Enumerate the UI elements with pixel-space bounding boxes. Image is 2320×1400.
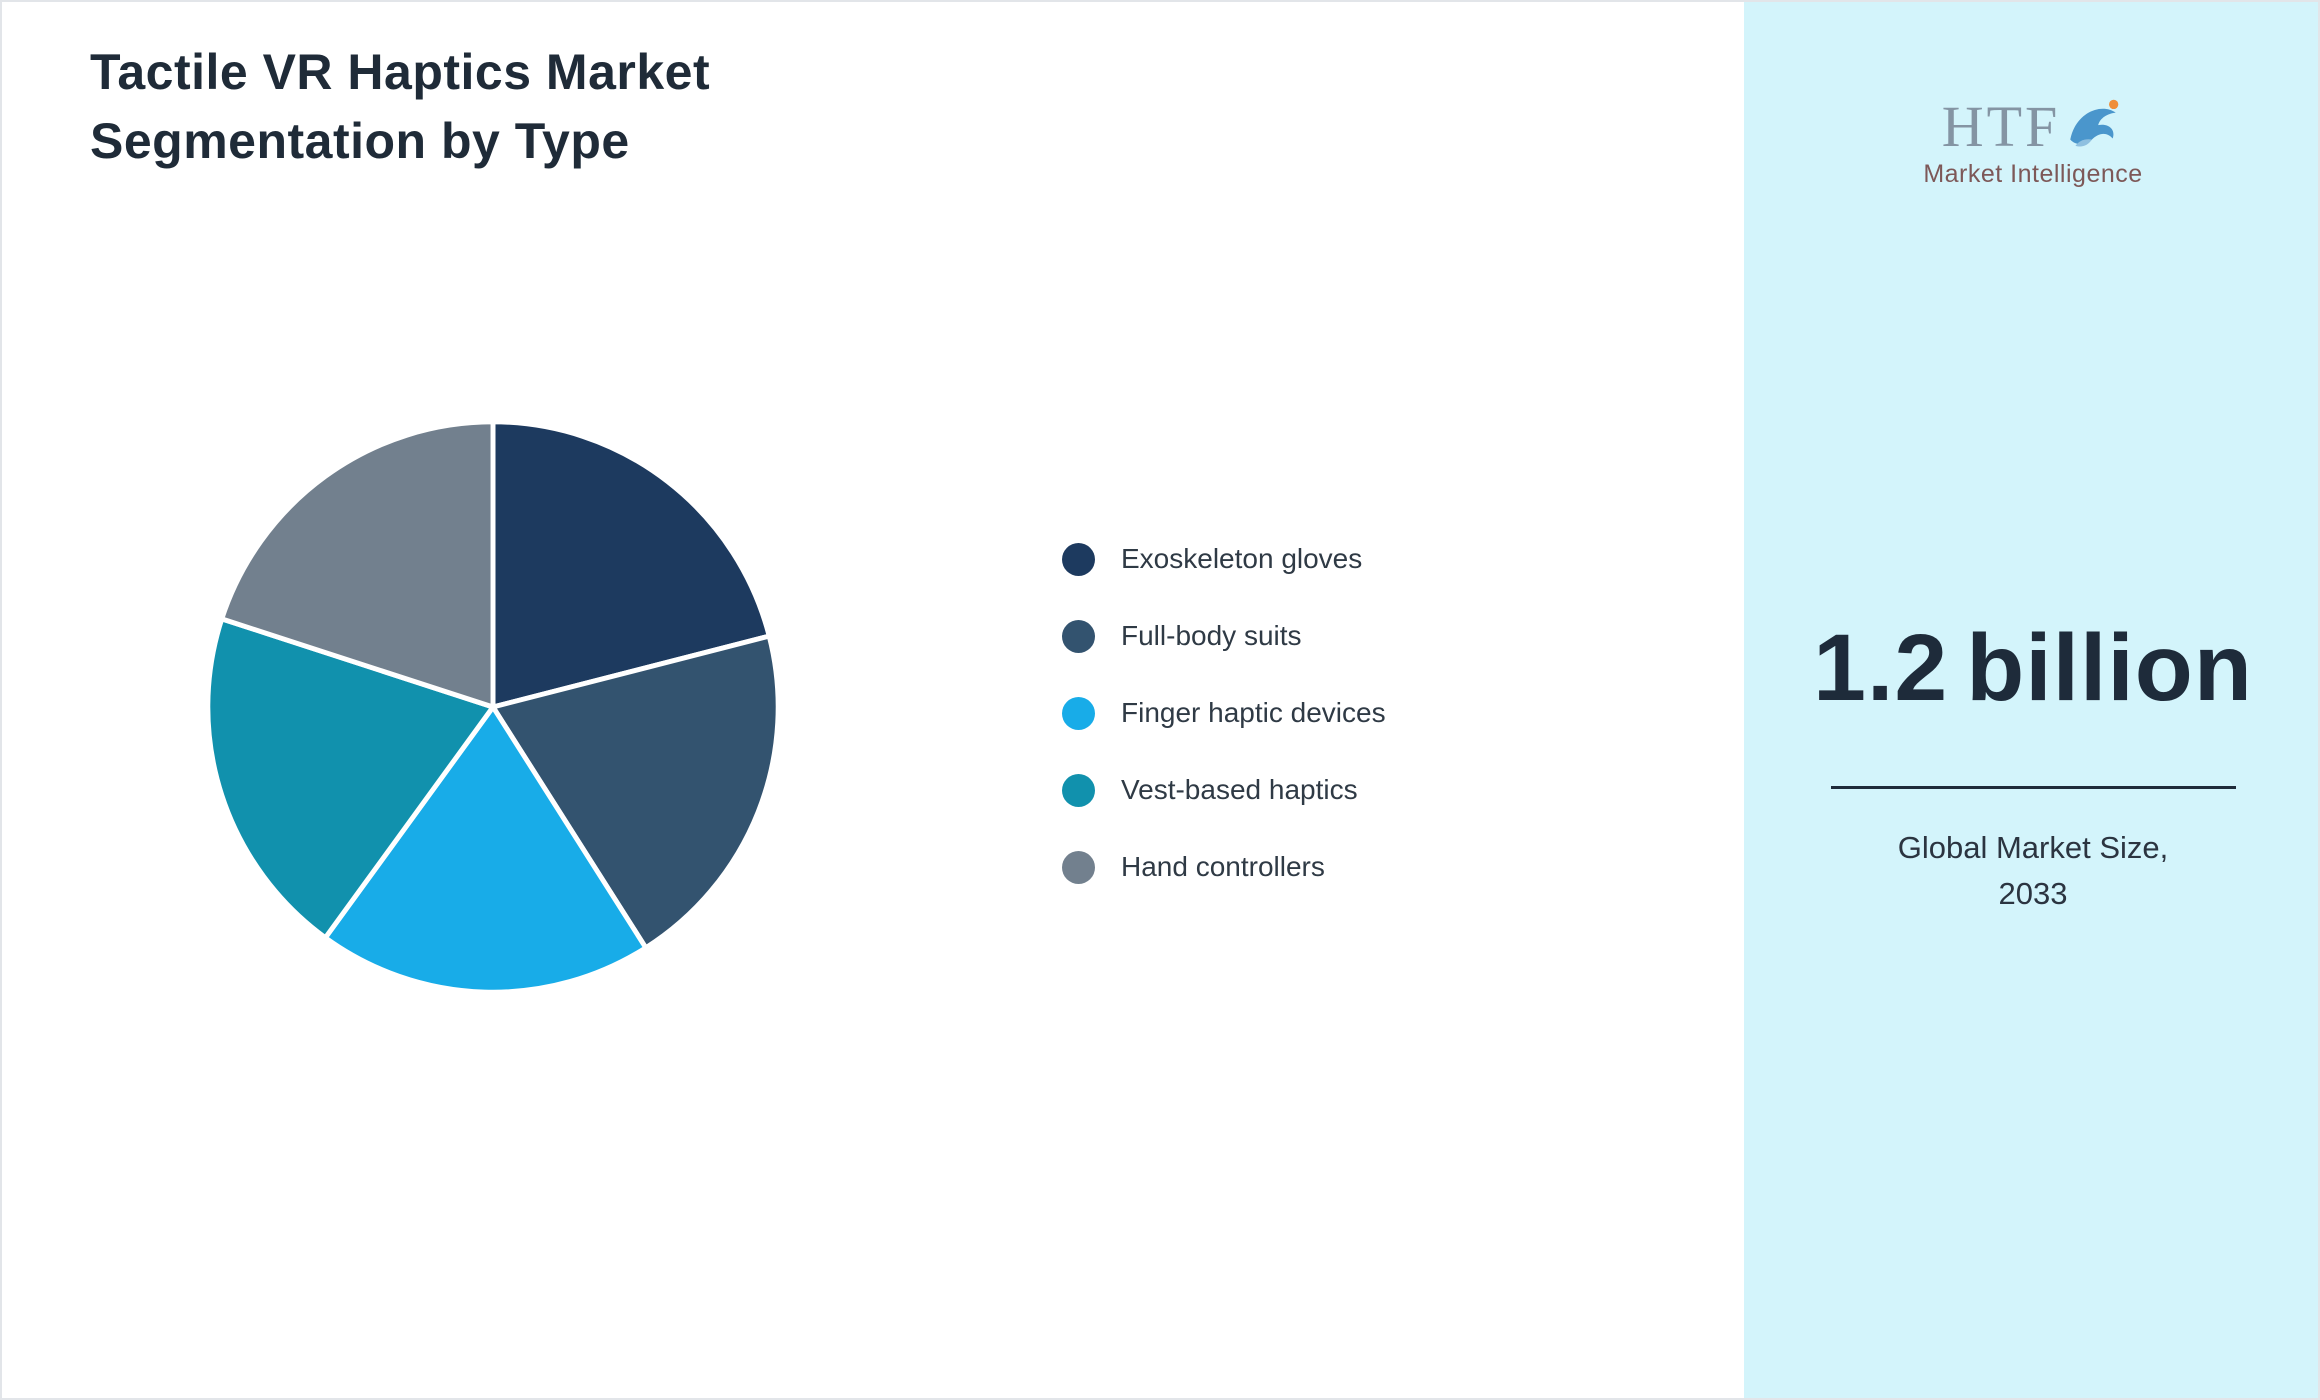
- legend-dot: [1062, 850, 1095, 884]
- logo-subtext: Market Intelligence: [1923, 160, 2143, 188]
- market-size-caption: Global Market Size, 2033: [1897, 829, 2169, 912]
- market-size-value: 1.2 billion: [1813, 615, 2253, 721]
- legend-item: Hand controllers: [1062, 847, 1386, 887]
- legend-label: Vest-based haptics: [1121, 774, 1358, 805]
- legend-dot: [1062, 696, 1095, 730]
- pie-slice-2: [490, 633, 781, 951]
- logo-row: HTF: [1942, 92, 2125, 156]
- legend-item: Exoskeleton gloves: [1062, 539, 1386, 579]
- logo-text: HTF: [1941, 94, 2061, 159]
- pie-slice-1: [490, 419, 772, 710]
- legend-dot: [1062, 619, 1095, 653]
- legend-label: Exoskeleton gloves: [1121, 543, 1363, 574]
- legend-item: Full-body suits: [1062, 616, 1386, 656]
- pie-slice-4: [205, 616, 496, 941]
- divider: [1830, 785, 2236, 789]
- pie-chart: [205, 419, 781, 995]
- chart-title: Tactile VR Haptics Market Segmentation b…: [90, 44, 711, 169]
- market-size-number: 1.2: [1813, 615, 1949, 721]
- legend-item: Vest-based haptics: [1062, 770, 1386, 810]
- legend-label: Finger haptic devices: [1121, 697, 1386, 728]
- legend-item: Finger haptic devices: [1062, 693, 1386, 733]
- legend-dot: [1062, 773, 1095, 807]
- market-size-unit: billion: [1966, 615, 2253, 721]
- dolphin-icon: [2070, 99, 2119, 147]
- pie-slice-3: [322, 704, 649, 995]
- pie-slice-5: [219, 419, 496, 710]
- legend-label: Full-body suits: [1121, 620, 1302, 651]
- legend-dot: [1062, 542, 1095, 576]
- legend-label: Hand controllers: [1121, 851, 1325, 882]
- legend: Exoskeleton gloves Full-body suits Finge…: [1062, 539, 1386, 887]
- brand-logo: HTF Market Intelligence: [1923, 92, 2142, 189]
- sidebar: HTF Market Intelligence 1.2 billion Glob…: [1744, 2, 2318, 1398]
- chart-panel: Tactile VR Haptics Market Segmentation b…: [2, 2, 1744, 1398]
